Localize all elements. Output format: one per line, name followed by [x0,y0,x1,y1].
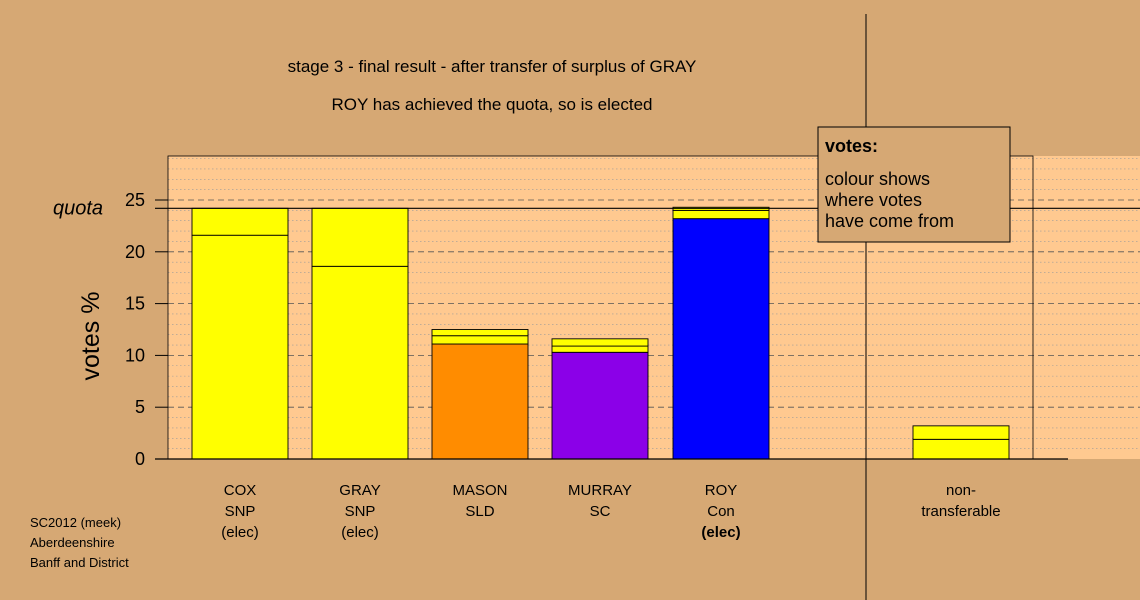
quota-label: quota [53,197,103,219]
y-tick-label: 25 [125,190,145,210]
x-category-label: non- [946,482,976,499]
x-category-label: SNP [345,503,376,520]
bar-non-transferable [912,425,1010,460]
x-category-label: SLD [465,503,494,520]
x-category-label: ROY [705,482,738,499]
x-category-label: (elec) [701,524,740,541]
bar-segment [551,345,649,353]
bar-segment [191,234,289,460]
y-tick-label: 15 [125,294,145,314]
x-category-label: GRAY [339,482,380,499]
bars-group [191,206,1010,460]
bar-segment [431,335,529,345]
bar-segment [912,425,1010,440]
y-tick-label: 20 [125,242,145,262]
y-axis-label: votes % [77,292,105,381]
bar-segment [912,438,1010,460]
bar-roy [672,206,770,460]
chart-title: stage 3 - final result - after transfer … [288,57,697,76]
legend: votes: colour shows where votes have com… [817,126,1011,243]
bar-segment [191,207,289,236]
bar-murray [551,338,649,460]
bar-segment [551,338,649,347]
y-tick-label: 5 [135,397,145,417]
footer-line-2: Aberdeenshire [30,535,115,550]
bar-gray [311,207,409,460]
bar-segment [551,351,649,460]
footer-line-3: Banff and District [30,555,129,570]
y-tick-label: 10 [125,345,145,365]
x-category-label: SC [590,503,611,520]
x-category-label: Con [707,503,735,520]
bar-mason [431,329,529,460]
legend-box [817,126,1011,243]
footer-line-1: SC2012 (meek) [30,515,121,530]
legend-line-1: colour shows [825,169,930,189]
chart-subtitle: ROY has achieved the quota, so is electe… [332,95,653,114]
x-category-label: transferable [921,503,1000,520]
plot-area-extension [1033,156,1140,459]
x-category-label: MURRAY [568,482,632,499]
bar-segment [431,343,529,460]
footer: SC2012 (meek) Aberdeenshire Banff and Di… [30,515,129,570]
y-tick-label: 0 [135,449,145,469]
legend-line-2: where votes [824,190,922,210]
x-category-label: MASON [452,482,507,499]
legend-title: votes: [825,136,878,156]
bar-segment [672,218,770,460]
bar-segment [431,329,529,337]
bar-segment [311,265,409,460]
bar-segment [672,209,770,220]
bar-cox [191,207,289,460]
x-category-label: (elec) [341,524,379,541]
legend-line-3: have come from [825,211,954,231]
axes-group: 0 5 10 15 20 25 quota COX SNP (elec) GRAY SNP (elec)… [53,190,1068,541]
x-category-label: SNP [225,503,256,520]
bar-segment [311,207,409,267]
x-category-label: (elec) [221,524,259,541]
x-category-label: COX [224,482,257,499]
